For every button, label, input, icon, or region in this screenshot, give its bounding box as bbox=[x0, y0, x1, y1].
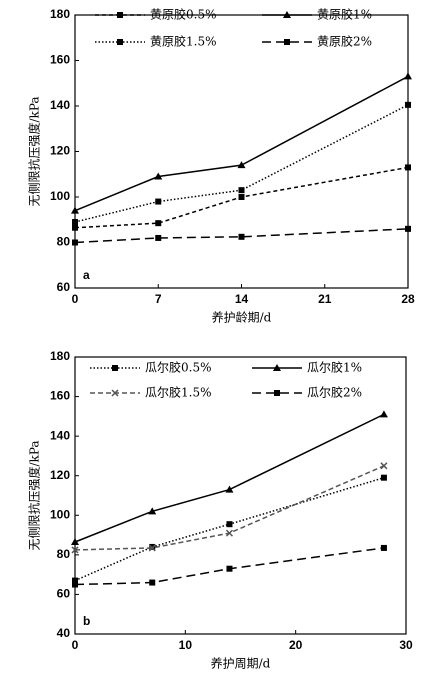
marker bbox=[238, 187, 245, 194]
legend-label: 瓜尔胶2% bbox=[307, 385, 362, 400]
legend-marker bbox=[111, 389, 119, 397]
x-tick-label: 21 bbox=[318, 292, 332, 306]
y-tick-label: 60 bbox=[57, 587, 71, 601]
marker bbox=[149, 579, 156, 586]
marker bbox=[237, 161, 246, 169]
marker bbox=[155, 220, 162, 227]
plot-frame bbox=[74, 14, 409, 289]
y-tick-label: 80 bbox=[57, 235, 71, 249]
marker bbox=[238, 233, 245, 240]
marker bbox=[405, 225, 411, 232]
y-tick-label: 40 bbox=[57, 626, 71, 640]
line bbox=[74, 476, 385, 582]
marker bbox=[380, 474, 387, 481]
marker bbox=[404, 72, 412, 80]
line bbox=[74, 166, 409, 229]
marker bbox=[71, 206, 79, 214]
panel-label: b bbox=[83, 614, 90, 628]
line bbox=[74, 547, 385, 586]
x-tick-label: 0 bbox=[72, 292, 79, 306]
marker bbox=[155, 198, 162, 205]
y-tick-label: 60 bbox=[57, 280, 71, 294]
marker bbox=[226, 565, 233, 572]
y-tick-label: 100 bbox=[50, 189, 70, 203]
legend-label: 瓜尔胶0.5% bbox=[145, 360, 212, 375]
marker bbox=[72, 239, 78, 246]
legend-label: 黄原胶1.5% bbox=[150, 34, 217, 49]
y-tick-label: 140 bbox=[50, 428, 70, 442]
x-tick-label: 30 bbox=[399, 638, 413, 652]
marker bbox=[71, 546, 79, 554]
y-tick-label: 80 bbox=[57, 547, 71, 561]
marker bbox=[380, 462, 388, 470]
legend-marker bbox=[117, 39, 123, 45]
x-tick-label: 7 bbox=[155, 292, 162, 306]
legend-label: 黄原胶0.5% bbox=[150, 7, 217, 22]
marker bbox=[226, 521, 233, 528]
y-tick-label: 120 bbox=[50, 144, 70, 158]
marker bbox=[225, 529, 233, 537]
marker bbox=[225, 485, 234, 493]
marker bbox=[380, 544, 387, 551]
legend-marker bbox=[117, 12, 123, 18]
marker bbox=[379, 410, 388, 418]
y-axis-label: 无侧限抗压强度/kPa bbox=[27, 440, 42, 550]
line bbox=[74, 413, 385, 543]
line bbox=[74, 104, 409, 223]
y-axis-label: 无侧限抗压强度/kPa bbox=[27, 96, 42, 206]
legend-label: 瓜尔胶1% bbox=[307, 360, 362, 375]
marker bbox=[72, 577, 78, 584]
x-tick-label: 14 bbox=[235, 292, 249, 306]
marker bbox=[154, 172, 163, 180]
legend-marker bbox=[112, 365, 118, 371]
legend-label: 瓜尔胶1.5% bbox=[145, 385, 212, 400]
x-tick-label: 20 bbox=[289, 638, 303, 652]
legend-marker bbox=[273, 364, 281, 371]
panel-label: a bbox=[83, 268, 90, 282]
legend-marker bbox=[284, 39, 290, 45]
y-tick-label: 100 bbox=[50, 507, 70, 521]
marker bbox=[71, 537, 79, 545]
legend-label: 黄原胶2% bbox=[317, 34, 372, 49]
y-tick-label: 180 bbox=[50, 7, 70, 21]
marker bbox=[405, 164, 411, 171]
x-tick-label: 28 bbox=[401, 292, 415, 306]
plot-frame bbox=[74, 356, 407, 635]
y-tick-label: 140 bbox=[50, 98, 70, 112]
y-tick-label: 120 bbox=[50, 468, 70, 482]
marker bbox=[238, 194, 245, 200]
x-tick-label: 0 bbox=[72, 638, 79, 652]
marker bbox=[148, 507, 157, 515]
x-axis-label: 养护龄期/d bbox=[212, 310, 272, 325]
line bbox=[74, 75, 409, 212]
marker bbox=[72, 224, 78, 231]
marker bbox=[148, 544, 156, 552]
legend-label: 黄原胶1% bbox=[317, 7, 372, 22]
y-tick-label: 160 bbox=[50, 53, 70, 67]
y-tick-label: 160 bbox=[50, 389, 70, 403]
line bbox=[74, 465, 385, 551]
marker bbox=[155, 234, 162, 241]
y-tick-label: 180 bbox=[50, 349, 70, 363]
marker bbox=[405, 101, 411, 108]
legend-marker bbox=[274, 390, 280, 396]
x-tick-label: 10 bbox=[179, 638, 193, 652]
marker bbox=[72, 581, 78, 588]
x-axis-label: 养护周期/d bbox=[211, 656, 271, 671]
marker bbox=[72, 219, 78, 226]
legend-marker bbox=[283, 11, 291, 18]
